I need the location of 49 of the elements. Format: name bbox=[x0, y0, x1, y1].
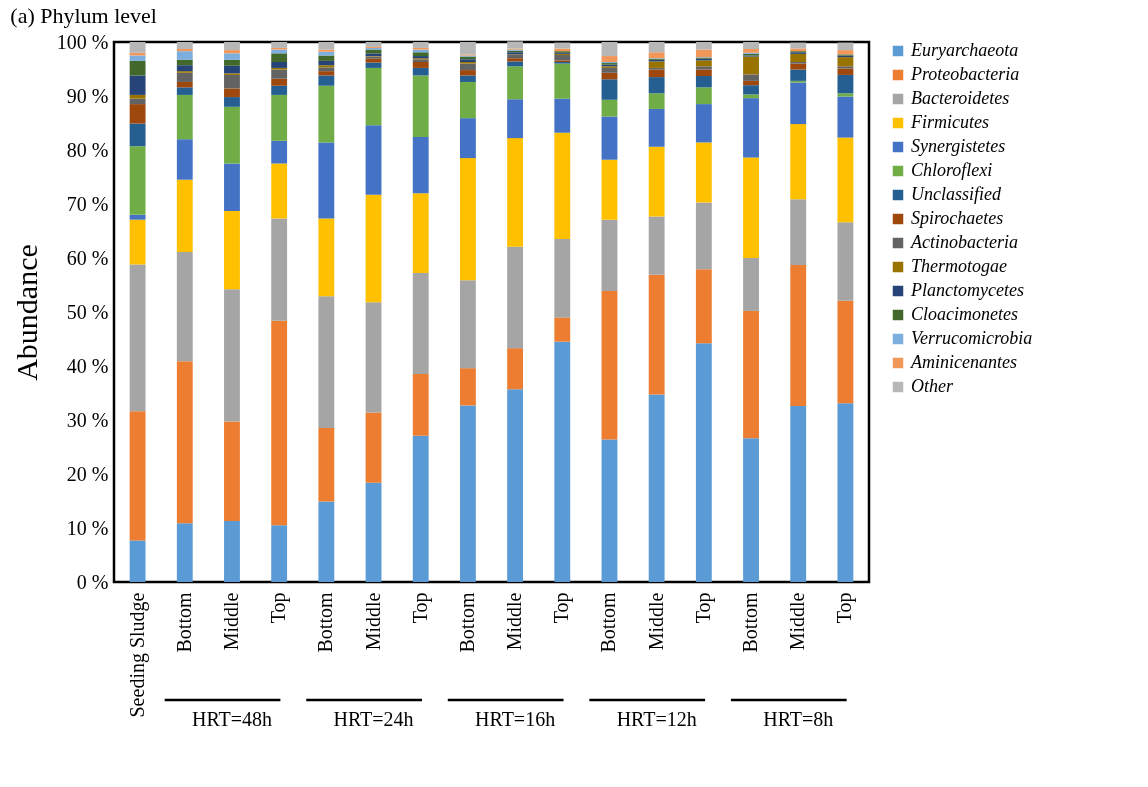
x-tick-label: Middle bbox=[644, 592, 667, 651]
y-axis-title: Abundance bbox=[9, 244, 43, 381]
x-tick-label: Middle bbox=[503, 592, 526, 651]
legend-label: Planctomycetes bbox=[910, 280, 1024, 300]
text: HRT=12h bbox=[616, 708, 697, 730]
y-tick-label: 70 % bbox=[66, 192, 109, 215]
legend-label: Proteobacteria bbox=[910, 64, 1020, 84]
legend-label: Unclassified bbox=[911, 184, 1002, 204]
legend-label: Verrucomicrobia bbox=[911, 328, 1033, 348]
y-tick-label: 0 % bbox=[76, 570, 109, 593]
y-tick-label: 100 % bbox=[56, 30, 109, 53]
y-tick-label: 80 % bbox=[66, 138, 109, 161]
legend-label: Other bbox=[911, 376, 954, 396]
legend-label: Chloroflexi bbox=[911, 160, 993, 180]
y-tick-label: 40 % bbox=[66, 354, 109, 377]
x-tick-label: Top bbox=[550, 592, 574, 624]
x-tick-label: Middle bbox=[361, 592, 384, 651]
x-tick-label: Top bbox=[408, 592, 432, 624]
x-tick-label: Bottom bbox=[314, 592, 337, 653]
text: HRT=8h bbox=[763, 708, 834, 730]
x-tick-label: Top bbox=[267, 592, 291, 624]
y-tick-label: 90 % bbox=[66, 84, 109, 107]
legend-label: Spirochaetes bbox=[911, 208, 1004, 228]
legend-label: Bacteroidetes bbox=[911, 88, 1010, 108]
legend-label: Firmicutes bbox=[910, 112, 989, 132]
y-tick-label: 10 % bbox=[66, 516, 109, 539]
text: HRT=48h bbox=[191, 708, 273, 730]
y-tick-label: 50 % bbox=[66, 300, 109, 323]
text: HRT=16h bbox=[475, 708, 556, 730]
legend-label: Aminicenantes bbox=[910, 352, 1017, 372]
y-tick-label: 20 % bbox=[66, 462, 109, 485]
legend-label: Synergistetes bbox=[911, 136, 1006, 156]
y-tick-label: 30 % bbox=[66, 408, 109, 431]
x-tick-label: Bottom bbox=[597, 592, 620, 653]
x-tick-label: Middle bbox=[786, 592, 809, 651]
x-tick-label: Bottom bbox=[455, 592, 478, 653]
x-tick-label: Top bbox=[833, 592, 857, 624]
legend-label: Euryarchaeota bbox=[910, 40, 1019, 60]
x-tick-label: Seeding Sludge bbox=[125, 592, 149, 718]
legend-label: Thermotogae bbox=[911, 256, 1007, 276]
legend-label: Actinobacteria bbox=[910, 232, 1018, 252]
text: HRT=24h bbox=[333, 708, 414, 730]
chart-title: (a) Phylum level bbox=[10, 3, 157, 28]
y-tick-label: 60 % bbox=[66, 246, 109, 269]
x-tick-label: Top bbox=[691, 592, 715, 624]
x-tick-label: Middle bbox=[219, 592, 242, 651]
x-tick-label: Bottom bbox=[739, 592, 762, 653]
legend-label: Cloacimonetes bbox=[911, 304, 1018, 324]
x-tick-label: Bottom bbox=[172, 592, 195, 653]
